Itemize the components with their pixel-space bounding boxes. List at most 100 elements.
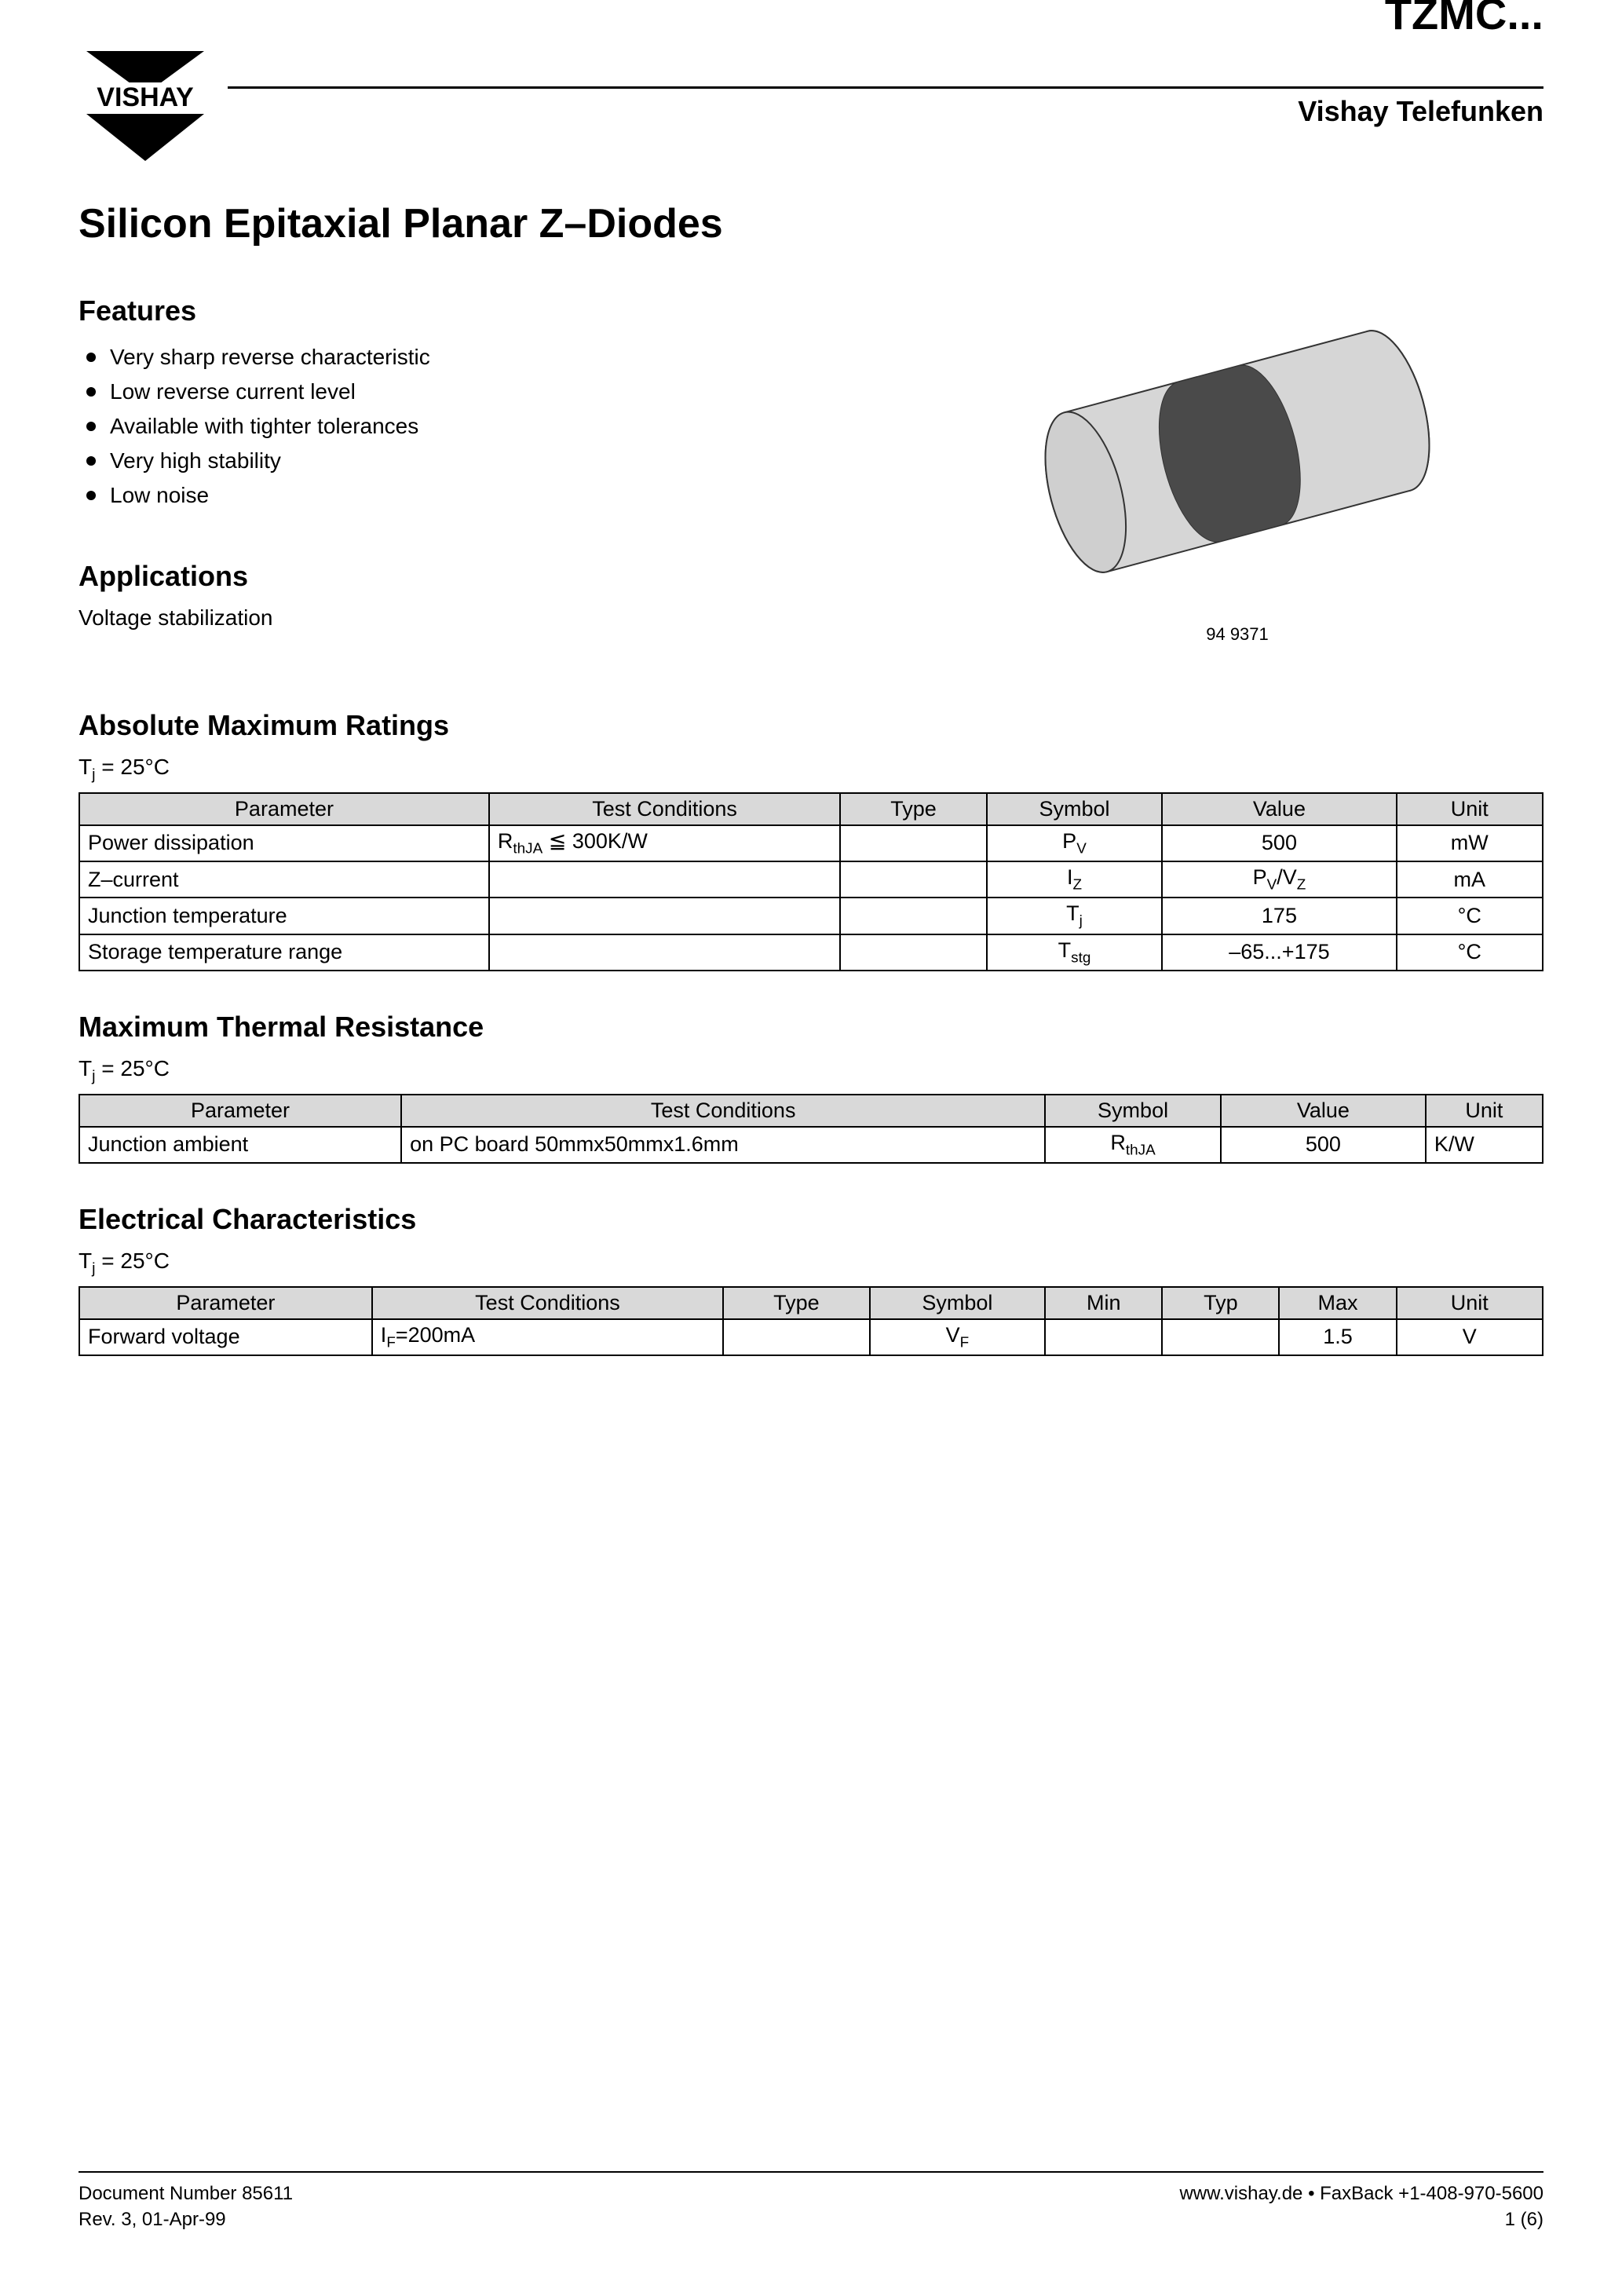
col-symbol: Symbol [987, 793, 1163, 825]
elec-heading: Electrical Characteristics [79, 1203, 1543, 1236]
cell-unit: V [1397, 1319, 1543, 1355]
col-typ: Typ [1162, 1287, 1279, 1319]
intro-row: Features Very sharp reverse characterist… [79, 294, 1543, 662]
applications-heading: Applications [79, 560, 900, 593]
col-type: Type [723, 1287, 869, 1319]
header-right: TZMC... Vishay Telefunken [228, 47, 1543, 128]
table-header-row: Parameter Test Conditions Symbol Value U… [79, 1095, 1543, 1127]
cell-parameter: Junction ambient [79, 1127, 401, 1163]
header: VISHAY TZMC... Vishay Telefunken [79, 47, 1543, 169]
cell-parameter: Z–current [79, 861, 489, 898]
cell-type [840, 861, 986, 898]
feature-item: Available with tighter tolerances [79, 409, 900, 444]
cell-conditions: IF=200mA [372, 1319, 723, 1355]
image-caption: 94 9371 [1206, 624, 1269, 645]
col-parameter: Parameter [79, 1287, 372, 1319]
col-unit: Unit [1426, 1095, 1543, 1127]
feature-item: Very high stability [79, 444, 900, 478]
footer: Document Number 85611 Rev. 3, 01-Apr-99 … [79, 2171, 1543, 2233]
cell-parameter: Forward voltage [79, 1319, 372, 1355]
table-row: Forward voltageIF=200mA VF 1.5V [79, 1319, 1543, 1355]
table-row: Z–current IZPV/VZmA [79, 861, 1543, 898]
part-number: TZMC... [1385, 0, 1543, 41]
col-conditions: Test Conditions [372, 1287, 723, 1319]
col-max: Max [1279, 1287, 1396, 1319]
amr-section: Absolute Maximum Ratings Tj = 25°C Param… [79, 709, 1543, 971]
cell-unit: K/W [1426, 1127, 1543, 1163]
cell-conditions [489, 898, 840, 934]
cell-symbol: Tj [987, 898, 1163, 934]
cell-conditions [489, 861, 840, 898]
elec-table: Parameter Test Conditions Type Symbol Mi… [79, 1286, 1543, 1356]
cell-unit: °C [1397, 898, 1543, 934]
vishay-logo: VISHAY [79, 47, 212, 169]
cell-parameter: Power dissipation [79, 825, 489, 861]
cell-symbol: Tstg [987, 934, 1163, 971]
col-conditions: Test Conditions [489, 793, 840, 825]
website: www.vishay.de • FaxBack +1-408-970-5600 [1179, 2181, 1543, 2207]
table-row: Storage temperature range Tstg–65...+175°… [79, 934, 1543, 971]
cell-type [723, 1319, 869, 1355]
cell-unit: mW [1397, 825, 1543, 861]
col-symbol: Symbol [1045, 1095, 1221, 1127]
cell-value: 175 [1162, 898, 1396, 934]
cell-conditions: on PC board 50mmx50mmx1.6mm [401, 1127, 1045, 1163]
col-value: Value [1221, 1095, 1426, 1127]
col-unit: Unit [1397, 1287, 1543, 1319]
col-parameter: Parameter [79, 1095, 401, 1127]
cell-symbol: VF [870, 1319, 1046, 1355]
amr-heading: Absolute Maximum Ratings [79, 709, 1543, 742]
table-row: Power dissipationRthJA ≦ 300K/W PV500mW [79, 825, 1543, 861]
cell-type [840, 898, 986, 934]
cell-symbol: IZ [987, 861, 1163, 898]
cell-value: 500 [1221, 1127, 1426, 1163]
col-parameter: Parameter [79, 793, 489, 825]
cell-conditions [489, 934, 840, 971]
applications-text: Voltage stabilization [79, 605, 900, 631]
cell-conditions: RthJA ≦ 300K/W [489, 825, 840, 861]
feature-item: Low noise [79, 478, 900, 513]
table-header-row: Parameter Test Conditions Type Symbol Mi… [79, 1287, 1543, 1319]
cell-type [840, 825, 986, 861]
cell-value: –65...+175 [1162, 934, 1396, 971]
diode-illustration [963, 294, 1512, 609]
table-row: Junction temperature Tj175°C [79, 898, 1543, 934]
cell-type [840, 934, 986, 971]
page-number: 1 (6) [1179, 2206, 1543, 2233]
cell-unit: mA [1397, 861, 1543, 898]
col-value: Value [1162, 793, 1396, 825]
cell-max: 1.5 [1279, 1319, 1396, 1355]
cell-unit: °C [1397, 934, 1543, 971]
amr-table: Parameter Test Conditions Type Symbol Va… [79, 792, 1543, 972]
header-rule [228, 86, 1543, 89]
feature-item: Low reverse current level [79, 375, 900, 409]
mtr-section: Maximum Thermal Resistance Tj = 25°C Par… [79, 1011, 1543, 1164]
cell-value: 500 [1162, 825, 1396, 861]
cell-min [1045, 1319, 1162, 1355]
col-min: Min [1045, 1287, 1162, 1319]
elec-condition: Tj = 25°C [79, 1249, 1543, 1278]
cell-parameter: Junction temperature [79, 898, 489, 934]
mtr-condition: Tj = 25°C [79, 1056, 1543, 1086]
features-list: Very sharp reverse characteristic Low re… [79, 340, 900, 513]
cell-value: PV/VZ [1162, 861, 1396, 898]
cell-parameter: Storage temperature range [79, 934, 489, 971]
col-conditions: Test Conditions [401, 1095, 1045, 1127]
col-type: Type [840, 793, 986, 825]
amr-condition: Tj = 25°C [79, 755, 1543, 784]
table-row: Junction ambienton PC board 50mmx50mmx1.… [79, 1127, 1543, 1163]
mtr-heading: Maximum Thermal Resistance [79, 1011, 1543, 1044]
features-heading: Features [79, 294, 900, 327]
table-header-row: Parameter Test Conditions Type Symbol Va… [79, 793, 1543, 825]
mtr-table: Parameter Test Conditions Symbol Value U… [79, 1094, 1543, 1164]
feature-item: Very sharp reverse characteristic [79, 340, 900, 375]
page-title: Silicon Epitaxial Planar Z–Diodes [79, 200, 1543, 247]
elec-section: Electrical Characteristics Tj = 25°C Par… [79, 1203, 1543, 1356]
brand-line: Vishay Telefunken [1298, 95, 1543, 128]
col-unit: Unit [1397, 793, 1543, 825]
svg-text:VISHAY: VISHAY [97, 82, 194, 112]
cell-typ [1162, 1319, 1279, 1355]
revision: Rev. 3, 01-Apr-99 [79, 2206, 293, 2233]
cell-symbol: RthJA [1045, 1127, 1221, 1163]
cell-symbol: PV [987, 825, 1163, 861]
